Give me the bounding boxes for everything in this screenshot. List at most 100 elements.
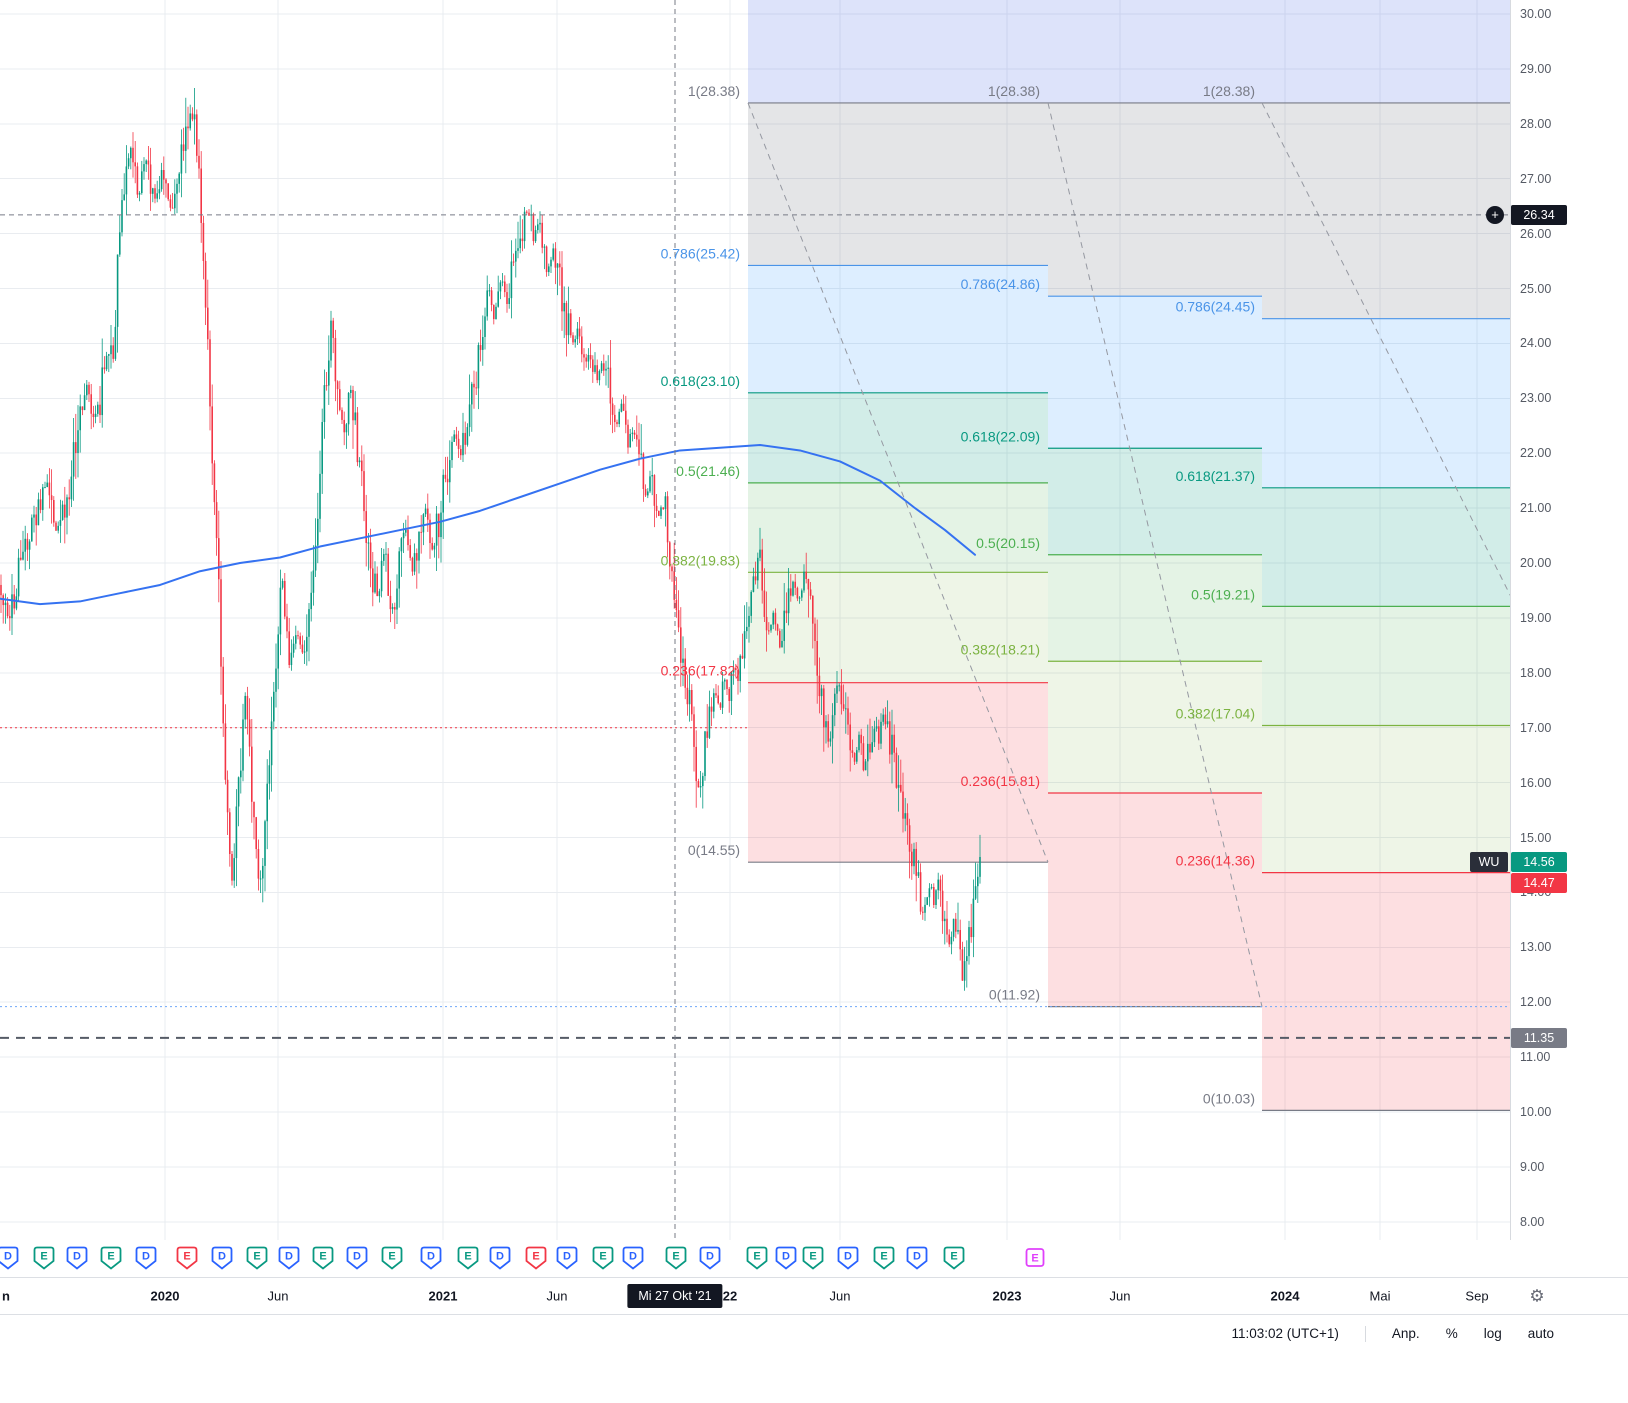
svg-text:E: E <box>950 1251 957 1263</box>
earnings-event-icon[interactable]: E <box>33 1246 55 1270</box>
price-tick-label: 20.00 <box>1520 556 1552 570</box>
earnings-event-icon[interactable]: E <box>100 1246 122 1270</box>
time-axis[interactable]: n 2020 Jun 2021 Jun 22 Jun 2023 Jun 2024 Mai Sep Mi… <box>0 1278 1628 1314</box>
earnings-event-icon[interactable]: E <box>312 1246 334 1270</box>
svg-text:D: D <box>563 1251 571 1263</box>
time-tick-label: 2020 <box>150 1288 180 1304</box>
prev-close-badge: 14.47 <box>1511 872 1567 893</box>
svg-text:0.618(22.09): 0.618(22.09) <box>961 428 1040 444</box>
earnings-event-icon[interactable]: E <box>592 1246 614 1270</box>
svg-text:0.382(18.21): 0.382(18.21) <box>961 641 1040 657</box>
earnings-event-icon[interactable]: E <box>525 1246 547 1270</box>
svg-text:0.5(21.46): 0.5(21.46) <box>676 463 740 479</box>
add-alert-plus-icon[interactable]: + <box>1486 205 1504 224</box>
dividend-event-icon[interactable]: D <box>0 1246 19 1270</box>
svg-text:D: D <box>73 1251 81 1263</box>
svg-text:0(14.55): 0(14.55) <box>688 842 740 858</box>
svg-text:0.786(25.42): 0.786(25.42) <box>661 245 740 261</box>
svg-text:D: D <box>782 1251 790 1263</box>
percent-scale-toggle[interactable]: % <box>1445 1326 1458 1341</box>
svg-text:0.236(15.81): 0.236(15.81) <box>961 773 1040 789</box>
dividend-event-icon[interactable]: D <box>699 1246 721 1270</box>
moving-average-line[interactable] <box>0 443 976 606</box>
dividend-event-icon[interactable]: D <box>556 1246 578 1270</box>
earnings-event-icon[interactable]: E <box>381 1246 403 1270</box>
price-tick-label: 29.00 <box>1520 61 1552 76</box>
earnings-event-icon[interactable]: E <box>1024 1246 1046 1270</box>
dividend-event-icon[interactable]: D <box>66 1246 88 1270</box>
svg-text:0.786(24.86): 0.786(24.86) <box>961 276 1040 292</box>
dividend-event-icon[interactable]: D <box>346 1246 368 1270</box>
price-tick-label: 30.00 <box>1520 7 1552 21</box>
svg-text:E: E <box>107 1251 114 1263</box>
svg-text:0.786(24.45): 0.786(24.45) <box>1176 299 1255 315</box>
last-price-badge: 14.56 <box>1511 851 1567 872</box>
price-tick-label: 27.00 <box>1520 171 1552 186</box>
svg-text:1(28.38): 1(28.38) <box>688 83 740 99</box>
svg-text:1(28.38): 1(28.38) <box>1203 83 1255 99</box>
time-tick-label: Sep <box>1465 1288 1489 1304</box>
price-axis-badges-layer: +26.34 WU 14.56 14.47 11.35 <box>1470 204 1567 1048</box>
dividend-event-icon[interactable]: D <box>837 1246 859 1270</box>
dividend-event-icon[interactable]: D <box>489 1246 511 1270</box>
svg-text:E: E <box>464 1251 471 1263</box>
time-tick-partial: n <box>2 1288 10 1304</box>
chart-plot-area[interactable]: 1(28.38) 0.786(25.42) 0.618(23.10) 0.5(21.4… <box>0 0 1510 1240</box>
price-tick-label: 23.00 <box>1520 391 1552 406</box>
price-tick-label: 22.00 <box>1520 446 1552 461</box>
price-tick-label: 18.00 <box>1520 665 1552 680</box>
dividend-event-icon[interactable]: D <box>420 1246 442 1270</box>
price-tick-label: 13.00 <box>1520 940 1552 955</box>
earnings-event-icon[interactable]: E <box>802 1246 824 1270</box>
svg-text:D: D <box>496 1251 504 1263</box>
svg-text:D: D <box>353 1251 361 1263</box>
dividend-event-icon[interactable]: D <box>135 1246 157 1270</box>
dividend-event-icon[interactable]: D <box>775 1246 797 1270</box>
svg-text:0.618(23.10): 0.618(23.10) <box>661 373 740 389</box>
earnings-event-icon[interactable]: E <box>746 1246 768 1270</box>
svg-text:0.5(19.21): 0.5(19.21) <box>1191 586 1255 602</box>
price-axis[interactable]: 30.00 29.00 28.00 27.00 26.00 25.00 24.00 23.00… <box>1510 0 1628 1277</box>
price-tick-label: 16.00 <box>1520 775 1552 790</box>
earnings-event-icon[interactable]: E <box>246 1246 268 1270</box>
gear-icon[interactable]: ⚙ <box>1529 1286 1545 1306</box>
earnings-event-icon[interactable]: E <box>457 1246 479 1270</box>
time-tick-label: Jun <box>1109 1288 1131 1304</box>
time-tick-label: 22 <box>722 1288 738 1304</box>
fib-retracement-zones[interactable] <box>747 0 1510 1111</box>
svg-text:E: E <box>253 1251 260 1263</box>
price-tick-label: 19.00 <box>1520 610 1552 625</box>
price-tick-label: 8.00 <box>1520 1214 1545 1229</box>
dividend-event-icon[interactable]: D <box>622 1246 644 1270</box>
status-bar-divider <box>1364 1325 1366 1342</box>
dividend-event-icon[interactable]: D <box>278 1246 300 1270</box>
time-tick-label: 2023 <box>992 1288 1022 1304</box>
time-tick-label: Jun <box>829 1288 851 1304</box>
earnings-event-icon[interactable]: E <box>873 1246 895 1270</box>
svg-text:D: D <box>218 1251 226 1263</box>
log-scale-toggle[interactable]: log <box>1483 1326 1502 1341</box>
price-tick-label: 12.00 <box>1520 995 1552 1010</box>
time-tick-label: Jun <box>267 1288 289 1304</box>
clock-display[interactable]: 11:03:02 (UTC+1) <box>1231 1326 1339 1341</box>
earnings-event-icon[interactable]: E <box>665 1246 687 1270</box>
dividend-event-icon[interactable]: D <box>211 1246 233 1270</box>
svg-text:E: E <box>599 1251 606 1263</box>
price-tick-label: 26.00 <box>1520 226 1552 241</box>
earnings-event-icon[interactable]: E <box>176 1246 198 1270</box>
svg-text:E: E <box>532 1251 539 1263</box>
svg-text:E: E <box>1031 1253 1038 1265</box>
auto-scale-toggle[interactable]: auto <box>1527 1326 1554 1341</box>
candlestick-series <box>0 87 981 991</box>
adjust-data-toggle[interactable]: Anp. <box>1391 1326 1420 1341</box>
svg-text:D: D <box>285 1251 293 1263</box>
horizontal-lines[interactable] <box>0 727 1510 1039</box>
price-tick-label: 28.00 <box>1520 116 1552 131</box>
price-chart-canvas[interactable]: 1(28.38) 0.786(25.42) 0.618(23.10) 0.5(21.4… <box>0 0 1510 1240</box>
dividend-event-icon[interactable]: D <box>906 1246 928 1270</box>
svg-text:E: E <box>388 1251 395 1263</box>
svg-text:0.236(17.82): 0.236(17.82) <box>661 663 740 679</box>
earnings-event-icon[interactable]: E <box>943 1246 965 1270</box>
